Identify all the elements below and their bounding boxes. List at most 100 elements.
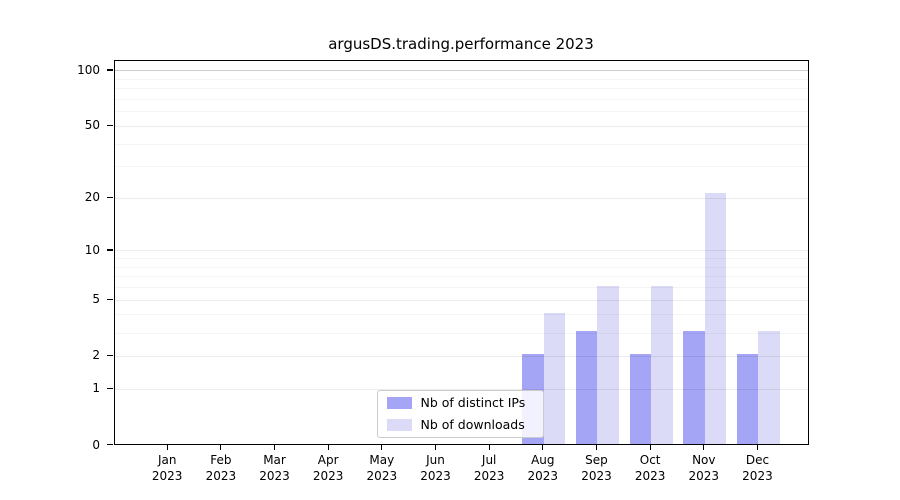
x-tick-mark-aug — [542, 445, 544, 450]
bar-nb-of-distinct-ips-dec — [736, 354, 759, 444]
y-tick-mark-50 — [107, 124, 113, 127]
x-tick-label-may: May 2023 — [342, 452, 422, 484]
x-tick-label-feb: Feb 2023 — [181, 452, 261, 484]
y-tick-label-5: 5 — [92, 292, 100, 307]
x-tick-label-oct: Oct 2023 — [610, 452, 690, 484]
minor-gridline-3 — [114, 332, 808, 334]
bar-nb-of-downloads-sep — [597, 285, 619, 444]
y-tick-label-10: 10 — [84, 242, 100, 257]
x-tick-year-jul: 2023 — [473, 468, 505, 483]
x-tick-mark-sep — [595, 445, 598, 450]
x-tick-year-nov: 2023 — [688, 468, 720, 483]
bar-nb-of-distinct-ips-nov — [683, 331, 705, 444]
major-gridline-10 — [114, 250, 808, 252]
x-tick-year-aug: 2023 — [527, 468, 559, 483]
minor-gridline-30 — [114, 166, 808, 168]
legend-label-nb-of-downloads: Nb of downloads — [420, 417, 525, 432]
legend: Nb of distinct IPs Nb of downloads — [376, 390, 544, 438]
x-tick-mark-jan — [166, 445, 168, 450]
y-tick-mark-20 — [107, 196, 113, 199]
legend-item-nb-of-distinct-ips: Nb of distinct IPs — [386, 395, 534, 411]
minor-gridline-90 — [114, 78, 808, 80]
x-tick-label-aug: Aug 2023 — [503, 452, 583, 484]
bar-nb-of-distinct-ips-oct — [629, 354, 652, 444]
x-tick-mark-nov — [703, 445, 705, 450]
minor-gridline-8 — [114, 266, 808, 268]
bar-nb-of-distinct-ips-sep — [575, 331, 598, 444]
y-tick-label-50: 50 — [84, 118, 100, 133]
x-tick-month-sep: Sep — [585, 452, 608, 467]
x-tick-year-dec: 2023 — [742, 468, 773, 483]
legend-swatch-nb-of-distinct-ips — [386, 397, 412, 409]
x-tick-mark-may — [381, 445, 383, 450]
y-tick-label-100: 100 — [77, 63, 100, 77]
x-tick-label-mar: Mar 2023 — [235, 452, 315, 484]
legend-label-nb-of-distinct-ips: Nb of distinct IPs — [420, 395, 526, 410]
y-tick-label-20: 20 — [84, 190, 100, 205]
x-tick-year-feb: 2023 — [205, 468, 237, 483]
chart-title: argusDS.trading.performance 2023 — [328, 35, 594, 53]
x-tick-mark-apr — [327, 445, 329, 450]
x-tick-mark-jul — [488, 445, 490, 450]
major-gridline-5 — [114, 299, 808, 301]
x-tick-year-jun: 2023 — [420, 468, 451, 483]
minor-gridline-40 — [114, 143, 808, 145]
x-tick-year-jan: 2023 — [151, 468, 183, 483]
x-tick-year-mar: 2023 — [259, 468, 290, 483]
x-tick-month-jul: Jul — [481, 452, 497, 467]
major-gridline-100 — [114, 70, 808, 72]
x-tick-mark-oct — [649, 445, 651, 450]
plot-area — [113, 60, 809, 445]
major-gridline-1 — [114, 388, 808, 390]
minor-gridline-70 — [114, 99, 808, 101]
x-tick-label-sep: Sep 2023 — [556, 452, 636, 484]
x-tick-label-apr: Apr 2023 — [288, 452, 368, 484]
y-tick-mark-5 — [107, 298, 113, 300]
x-tick-mark-feb — [220, 445, 222, 450]
minor-gridline-4 — [114, 314, 808, 316]
x-tick-month-jan: Jan — [157, 452, 177, 467]
y-tick-label-1: 1 — [92, 381, 100, 396]
x-tick-month-oct: Oct — [639, 452, 661, 467]
x-tick-label-jan: Jan 2023 — [127, 452, 207, 484]
y-tick-label-0: 0 — [92, 437, 100, 452]
minor-gridline-80 — [114, 88, 808, 90]
legend-item-nb-of-downloads: Nb of downloads — [386, 417, 534, 433]
x-tick-year-may: 2023 — [366, 468, 398, 483]
x-tick-month-jun: Jun — [426, 452, 445, 467]
major-gridline-20 — [114, 197, 808, 199]
bar-nb-of-downloads-oct — [651, 285, 673, 444]
y-tick-mark-10 — [107, 249, 113, 251]
minor-gridline-7 — [114, 276, 808, 278]
minor-gridline-6 — [114, 287, 808, 289]
major-gridline-50 — [114, 125, 808, 127]
x-tick-month-feb: Feb — [210, 452, 232, 467]
x-tick-mark-jun — [434, 445, 437, 450]
x-tick-month-may: May — [369, 452, 395, 467]
x-tick-label-nov: Nov 2023 — [664, 452, 744, 484]
legend-swatch-nb-of-downloads — [386, 419, 412, 431]
x-tick-year-oct: 2023 — [634, 468, 666, 483]
y-tick-mark-0 — [107, 443, 113, 446]
minor-gridline-9 — [114, 258, 808, 260]
y-tick-mark-2 — [107, 354, 113, 356]
x-tick-label-jul: Jul 2023 — [449, 452, 529, 484]
x-tick-month-mar: Mar — [263, 452, 286, 467]
x-tick-month-aug: Aug — [531, 452, 555, 467]
x-tick-month-apr: Apr — [317, 452, 339, 467]
major-gridline-2 — [114, 355, 808, 357]
y-tick-mark-100 — [107, 69, 113, 71]
x-tick-year-apr: 2023 — [312, 468, 344, 483]
x-tick-mark-mar — [273, 445, 276, 450]
x-tick-label-dec: Dec 2023 — [717, 452, 797, 484]
x-tick-year-sep: 2023 — [581, 468, 612, 483]
bar-nb-of-downloads-aug — [543, 312, 566, 444]
x-tick-label-jun: Jun 2023 — [396, 452, 476, 484]
y-tick-mark-1 — [107, 387, 113, 389]
y-tick-label-2: 2 — [92, 348, 100, 363]
bar-nb-of-downloads-nov — [704, 192, 727, 444]
x-tick-month-dec: Dec — [745, 452, 770, 467]
x-tick-month-nov: Nov — [692, 452, 716, 467]
x-tick-mark-dec — [756, 445, 759, 450]
